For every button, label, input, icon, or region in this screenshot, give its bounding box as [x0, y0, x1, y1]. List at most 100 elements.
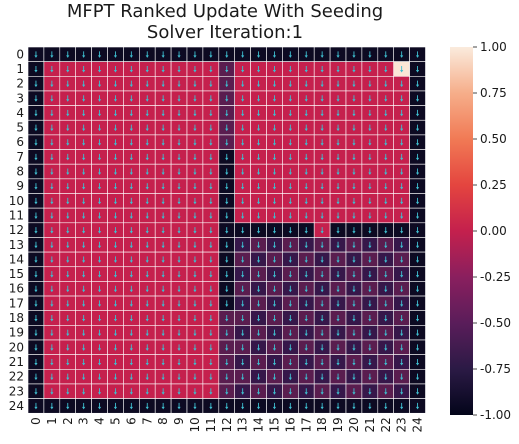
policy-arrow-head [97, 348, 102, 351]
policy-arrow-head [320, 113, 324, 117]
policy-arrow-head [82, 99, 86, 102]
colorbar-ticks: 1.00 0.75 0.50 0.25 0.00 -0.25 -0.50 -0.75 -1.00 [473, 40, 511, 422]
policy-arrow-head [304, 348, 308, 351]
policy-arrow-head [34, 157, 38, 161]
policy-arrow-head [336, 187, 340, 190]
x-tick-label: 4 [93, 417, 107, 425]
policy-arrow-head [288, 319, 292, 322]
policy-arrow-head [225, 231, 229, 234]
policy-arrow-head [34, 348, 38, 351]
policy-arrow-head [415, 216, 420, 219]
y-tick-label: 6 [16, 135, 24, 149]
policy-arrow-head [34, 172, 38, 176]
policy-arrow-head [34, 304, 38, 307]
x-tick-label: 21 [363, 417, 377, 432]
x-tick-label: 3 [77, 417, 91, 425]
policy-arrow-head [193, 406, 197, 410]
policy-arrow-head [304, 392, 308, 395]
policy-arrow-head [368, 348, 372, 351]
policy-arrow-head [209, 392, 213, 395]
policy-arrow-head [97, 216, 102, 219]
policy-arrow-head [145, 128, 149, 132]
policy-arrow-head [241, 216, 245, 219]
policy-arrow-head [225, 377, 229, 381]
policy-arrow-head [352, 99, 356, 102]
policy-arrow-head [415, 143, 420, 146]
policy-arrow-head [241, 377, 245, 381]
x-tick-label: 13 [236, 417, 250, 432]
policy-arrow-head [66, 319, 70, 322]
policy-arrow-head [241, 84, 245, 88]
policy-arrow-head [336, 377, 340, 381]
policy-arrow-head [113, 128, 118, 132]
policy-arrow-head [288, 362, 292, 366]
y-tick-label: 2 [16, 77, 24, 91]
policy-arrow-head [209, 231, 213, 234]
policy-arrow-head [66, 187, 70, 190]
policy-arrow-head [161, 69, 165, 73]
policy-arrow-head [97, 201, 102, 205]
policy-arrow-head [400, 260, 404, 263]
policy-arrow-head [241, 69, 245, 73]
policy-arrow-head [352, 143, 356, 146]
policy-arrow-head [177, 143, 181, 146]
policy-arrow-head [113, 348, 118, 351]
policy-arrow-head [225, 128, 229, 132]
policy-arrow-head [97, 406, 102, 410]
policy-arrow-head [161, 201, 165, 205]
policy-arrow-head [82, 216, 86, 219]
policy-arrow-head [336, 143, 340, 146]
y-tick-label: 7 [16, 150, 24, 164]
policy-arrow-head [272, 392, 277, 395]
policy-arrow-head [113, 231, 118, 234]
policy-arrow-head [241, 231, 245, 234]
policy-arrow-head [304, 289, 308, 293]
policy-arrow-head [225, 69, 229, 73]
policy-arrow-head [368, 216, 372, 219]
policy-arrow-head [241, 260, 245, 263]
policy-arrow-head [304, 231, 308, 234]
policy-arrow-head [177, 362, 181, 366]
policy-arrow-head [66, 392, 70, 395]
policy-arrow-head [241, 319, 245, 322]
policy-arrow-head [97, 289, 102, 293]
policy-arrow-head [352, 69, 356, 73]
policy-arrow-head [97, 55, 102, 58]
policy-arrow-head [415, 99, 420, 102]
policy-arrow-head [368, 99, 372, 102]
policy-arrow-head [145, 55, 149, 58]
policy-arrow-head [415, 392, 420, 395]
y-tick-label: 18 [9, 311, 24, 325]
policy-arrow-head [193, 143, 197, 146]
policy-arrow-head [145, 201, 149, 205]
policy-arrow-head [129, 172, 133, 176]
policy-arrow-head [34, 406, 38, 410]
policy-arrow-head [50, 99, 54, 102]
policy-arrow-head [400, 172, 404, 176]
policy-arrow-head [129, 362, 133, 366]
policy-arrow-head [82, 172, 86, 176]
policy-arrow-head [304, 99, 308, 102]
policy-arrow-head [113, 113, 118, 117]
policy-arrow-head [145, 245, 149, 249]
policy-arrow-head [34, 333, 38, 337]
policy-arrow-head [288, 216, 292, 219]
policy-arrow-head [288, 260, 292, 263]
policy-arrow-head [288, 377, 292, 381]
policy-arrow-head [50, 113, 54, 117]
policy-arrow-head [129, 99, 133, 102]
x-tick-label: 16 [283, 417, 297, 432]
policy-arrow-head [113, 377, 118, 381]
policy-arrow-head [209, 55, 213, 58]
policy-arrow-head [82, 260, 86, 263]
policy-arrow-head [241, 113, 245, 117]
policy-arrow-head [225, 55, 229, 58]
policy-arrow-head [145, 84, 149, 88]
policy-arrow-head [129, 333, 133, 337]
policy-arrow-head [272, 377, 277, 381]
policy-arrow-head [161, 289, 165, 293]
policy-arrow-head [34, 143, 38, 146]
policy-arrow-head [129, 157, 133, 161]
policy-arrow-head [384, 392, 388, 395]
policy-arrow-head [336, 392, 340, 395]
